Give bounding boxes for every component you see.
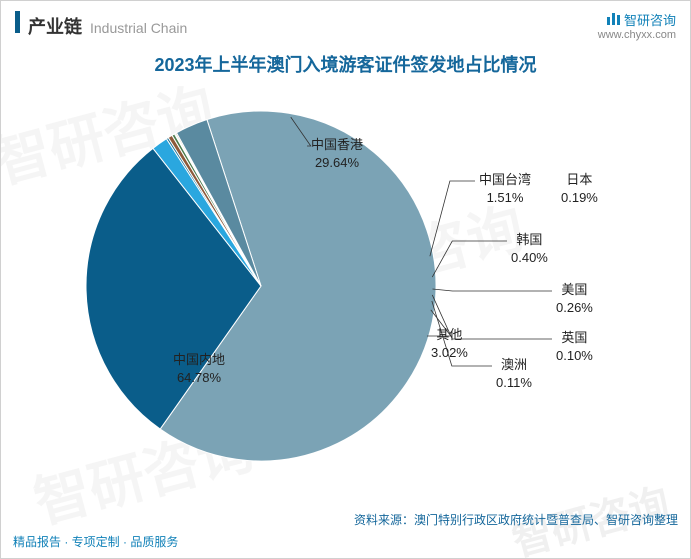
header-tag-zh: 产业链 (28, 13, 82, 39)
header-right: 智研咨询 www.chyxx.com (598, 10, 676, 41)
slice-label: 美国0.26% (556, 281, 593, 316)
header-tag-en: Industrial Chain (90, 20, 187, 36)
slice-label: 中国台湾1.51% (479, 171, 531, 206)
brand-name: 智研咨询 (598, 10, 676, 29)
slice-label: 中国香港29.64% (311, 136, 363, 171)
slice-label: 中国内地64.78% (173, 351, 225, 386)
slice-label: 澳洲0.11% (496, 356, 532, 391)
chart-area: 中国内地64.78% 中国香港29.64% 中国台湾1.51% 日本0.19% 韩国0.… (1, 71, 691, 491)
slice-label: 日本0.19% (561, 171, 598, 206)
leader-line (430, 181, 475, 256)
header-accent-bar (15, 11, 20, 33)
header: 产业链 Industrial Chain 智研咨询 www.chyxx.com (1, 1, 690, 45)
brand-logo-icon (607, 13, 620, 25)
slice-label: 韩国0.40% (511, 231, 548, 266)
chart-container: 智研咨询 智研咨询 智研咨询 智研咨询 产业链 Industrial Chain… (0, 0, 691, 559)
slice-label: 其他3.02% (431, 326, 468, 361)
source-text: 资料来源：澳门特别行政区政府统计暨普查局、智研咨询整理 (354, 511, 678, 528)
header-left: 产业链 Industrial Chain (15, 11, 187, 39)
brand-text: 智研咨询 (624, 10, 676, 29)
leader-line (432, 289, 552, 291)
slice-label: 英国0.10% (556, 329, 593, 364)
leader-line (432, 241, 507, 277)
brand-url: www.chyxx.com (598, 29, 676, 41)
footer-text: 精品报告 · 专项定制 · 品质服务 (13, 533, 178, 550)
